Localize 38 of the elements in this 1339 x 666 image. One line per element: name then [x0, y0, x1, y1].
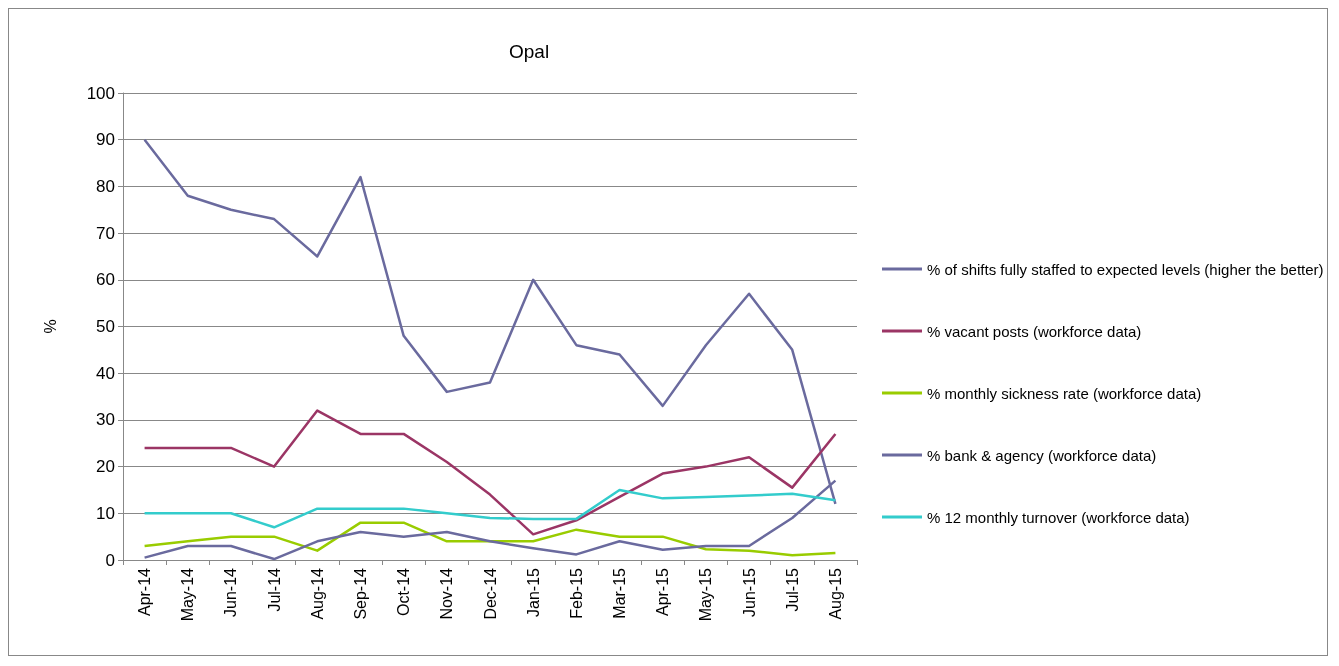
y-tick-label: 90 [96, 130, 115, 150]
x-tick-label: Aug-15 [826, 567, 844, 620]
legend-label: % monthly sickness rate (workforce data) [927, 384, 1202, 402]
x-tick-label: Oct-14 [395, 567, 413, 617]
legend-label: % bank & agency (workforce data) [927, 446, 1157, 464]
x-tick-label: Aug-14 [308, 567, 326, 620]
y-tick-label: 10 [96, 503, 115, 523]
x-tick-label: Dec-14 [481, 567, 499, 620]
x-tick-label: Apr-15 [654, 567, 672, 617]
y-tick-label: 70 [96, 223, 115, 243]
y-tick-label: 0 [105, 550, 115, 570]
x-tick-label: Mar-15 [611, 567, 629, 619]
legend-label: % vacant posts (workforce data) [927, 322, 1142, 340]
y-tick-label: 60 [96, 270, 115, 290]
x-tick-label: Jul-14 [265, 567, 283, 612]
y-axis-title: % [41, 319, 59, 334]
line-series [143, 409, 837, 536]
line-series [143, 488, 837, 529]
x-tick-label: Sep-14 [351, 567, 369, 620]
line-series [143, 521, 837, 557]
y-tick-label: 20 [96, 457, 115, 477]
x-tick-label: Feb-15 [567, 567, 585, 619]
x-tick-label: Nov-14 [438, 567, 456, 620]
x-tick-label: Jul-15 [783, 567, 801, 612]
x-tick-label: May-14 [179, 567, 197, 622]
x-tick-label: Apr-14 [136, 567, 154, 617]
y-tick-label: 50 [96, 317, 115, 336]
chart-title: Opal [509, 41, 550, 62]
legend-label: % 12 monthly turnover (workforce data) [927, 508, 1190, 526]
y-tick-label: 30 [96, 410, 115, 430]
x-tick-label: May-15 [697, 567, 715, 622]
y-tick-label: 100 [86, 83, 115, 103]
y-tick-label: 40 [96, 363, 115, 383]
x-tick-label: Jan-15 [524, 567, 542, 617]
x-tick-label: Jun-15 [740, 567, 758, 617]
legend-label: % of shifts fully staffed to expected levels (higher the better) [927, 260, 1324, 278]
x-tick-label: Jun-14 [222, 567, 240, 617]
y-tick-label: 80 [96, 176, 115, 196]
